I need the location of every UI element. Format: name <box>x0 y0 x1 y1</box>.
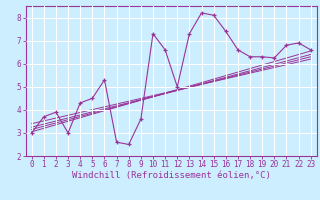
X-axis label: Windchill (Refroidissement éolien,°C): Windchill (Refroidissement éolien,°C) <box>72 171 271 180</box>
